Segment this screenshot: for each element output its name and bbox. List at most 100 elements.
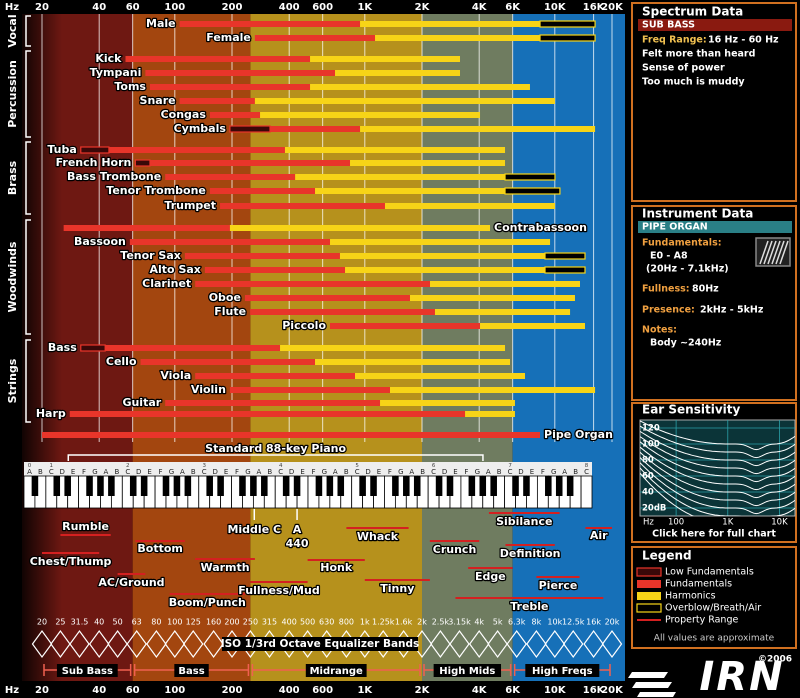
ear-y-label: 100 [642, 440, 660, 450]
bar-fundamentals [195, 281, 431, 287]
key-note: G [169, 468, 174, 476]
black-key [490, 476, 497, 496]
key-note: E [224, 468, 228, 476]
bar-harmonics [315, 359, 510, 365]
bar-fundamentals [125, 56, 311, 62]
instrument-label: Tuba [47, 143, 76, 156]
copyright: ©2006 [758, 655, 792, 665]
bar-harmonics [315, 188, 506, 194]
black-key [413, 476, 421, 496]
black-key [206, 476, 213, 496]
notes-label: Notes: [642, 325, 677, 336]
bar-harmonics [409, 295, 575, 301]
ear-contour [640, 441, 795, 483]
ear-contour [640, 451, 795, 499]
group-bracket [25, 15, 31, 47]
range-band [512, 14, 625, 681]
key-note: G [245, 468, 250, 476]
property-label: Tinny [380, 582, 414, 595]
black-key [217, 476, 224, 496]
key-note: A [486, 468, 491, 476]
eq-label: 630 [319, 618, 334, 627]
key-note: F [541, 468, 545, 476]
eq-label: 315 [262, 618, 277, 627]
ear-curves [640, 420, 795, 516]
instrument-label: Bassoon [74, 235, 126, 248]
ear-title: Ear Sensitivity [642, 403, 740, 417]
bar-fundamentals [108, 147, 285, 153]
key-note: A [409, 468, 414, 476]
property-label: Honk [320, 561, 353, 574]
x-tick-label: 400 [279, 685, 300, 696]
key-note: F [388, 468, 392, 476]
black-key [53, 476, 61, 496]
black-key [129, 476, 137, 496]
instrument-label: Flute [214, 305, 246, 318]
ear-y-label: 20dB [642, 504, 666, 514]
bar-harmonics [389, 387, 596, 393]
bar-fundamentals [165, 174, 296, 180]
black-key [370, 476, 377, 496]
ear-contour [640, 467, 795, 516]
bar-low-fundamentals [134, 159, 151, 167]
eq-label: 6.3k [508, 618, 526, 627]
eq-label: 16k [586, 618, 601, 627]
instrument-label: Guitar [122, 396, 161, 409]
bar-low-fundamentals [80, 344, 106, 352]
instrument-highlight [638, 221, 792, 233]
instrument-label: Kick [95, 52, 122, 65]
range-label-box [525, 664, 600, 677]
key-note: C [584, 468, 589, 476]
key-note: B [114, 468, 119, 476]
fundamentals-label: Fundamentals: [642, 238, 722, 249]
eq-label: 8k [532, 618, 542, 627]
x-tick-label: 10K [544, 2, 567, 13]
bar-fundamentals [195, 373, 356, 379]
bar-low-fundamentals [229, 125, 271, 133]
bar-fundamentals [209, 188, 316, 194]
x-tick-label: 2K [415, 2, 431, 13]
instrument-label: Piccolo [282, 319, 326, 332]
black-key [479, 476, 487, 496]
eq-label: 1.6k [395, 618, 413, 627]
bar-fundamentals [140, 359, 316, 365]
key-note: D [518, 468, 523, 476]
note-label: Middle C [227, 523, 281, 536]
legend-box [631, 546, 797, 649]
x-tick-label: 100 [164, 2, 185, 13]
bar-fundamentals [254, 35, 376, 41]
eq-label: 160 [206, 618, 221, 627]
ear-contour [640, 457, 795, 507]
key-note: G [398, 468, 403, 476]
bar-harmonics [375, 35, 541, 41]
piano-label: Standard 88-key Piano [205, 442, 346, 455]
instrument-label: Contrabassoon [494, 221, 587, 234]
ear-x-label: 10K [771, 518, 788, 528]
fundamentals: E0 - A8 [650, 251, 688, 262]
black-key [512, 476, 519, 496]
eq-label: 12.5k [562, 618, 585, 627]
x-tick-label: 60 [126, 685, 140, 696]
key-note: F [311, 468, 315, 476]
range-label-box [174, 664, 209, 677]
x-tick-label: 200 [222, 685, 243, 696]
logo-stripes [628, 672, 676, 697]
ear-x-axis-label: Hz [643, 518, 654, 528]
property-label: Bottom [137, 542, 182, 555]
instrument-label: Bass Trombone [67, 170, 161, 183]
x-tick-label: 600 [312, 2, 333, 13]
full-chart-link[interactable]: Click here for full chart [652, 529, 776, 540]
key-note: C [278, 468, 283, 476]
property-label: Chest/Thump [30, 555, 112, 568]
eq-label: 25 [55, 618, 65, 627]
x-axis-label: Hz [5, 685, 19, 696]
ear-contour [640, 446, 795, 491]
eq-band [182, 629, 204, 659]
group-bracket [25, 141, 31, 215]
black-key [403, 476, 410, 496]
bar-fundamentals [149, 84, 311, 90]
key-octave: 1 [50, 463, 54, 469]
bar-overblow [544, 266, 586, 274]
key-note: D [212, 468, 217, 476]
axis-strip [0, 682, 628, 698]
